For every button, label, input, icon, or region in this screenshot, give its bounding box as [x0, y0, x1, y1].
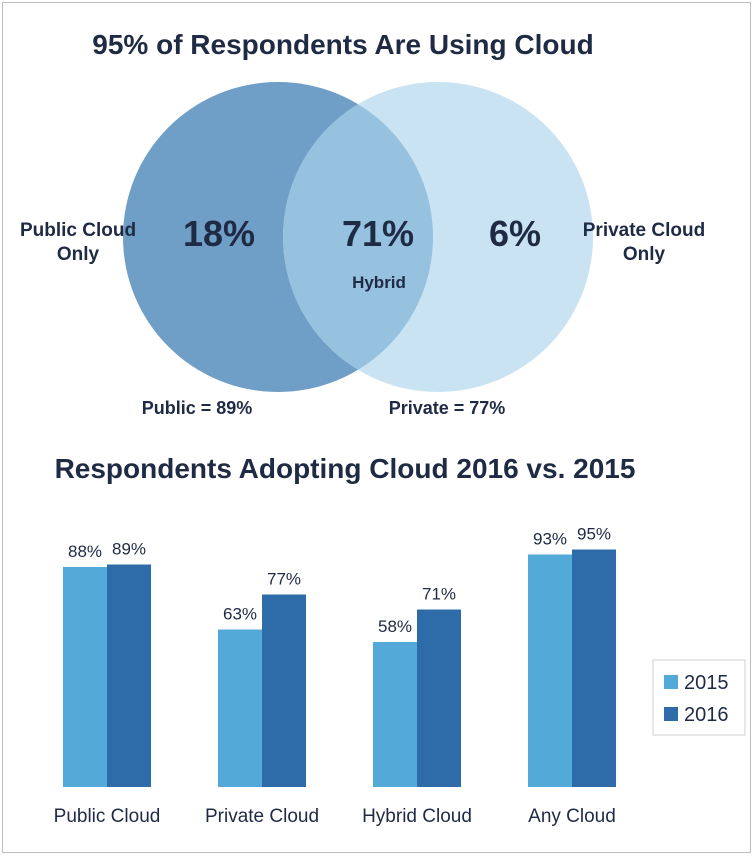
legend-box — [652, 659, 746, 736]
public-only-label-line1: Public Cloud — [20, 220, 136, 241]
legend-label-2015: 2015 — [684, 672, 729, 694]
bar-2015-public-cloud — [63, 567, 107, 787]
bar-2016-hybrid-cloud — [417, 609, 461, 787]
public-total-label: Public = 89% — [142, 398, 253, 418]
legend-label-2016: 2016 — [684, 704, 729, 726]
category-label-hybrid-cloud: Hybrid Cloud — [362, 806, 472, 827]
category-label-private-cloud: Private Cloud — [205, 806, 319, 827]
private-only-label-line2: Only — [623, 244, 666, 265]
private-total-label: Private = 77% — [389, 398, 506, 418]
hybrid-label: Hybrid — [352, 273, 406, 292]
hybrid-intersection — [283, 82, 433, 392]
legend: 2015 2016 — [652, 659, 746, 736]
data-label-2015-private-cloud: 63% — [223, 605, 257, 624]
category-label-public-cloud: Public Cloud — [54, 806, 161, 827]
data-label-2016-any-cloud: 95% — [577, 525, 611, 544]
private-only-value: 6% — [489, 213, 541, 254]
bar-group: 88% 89% Public Cloud 63% 77% Private Cloud 58%… — [54, 525, 616, 827]
category-label-any-cloud: Any Cloud — [528, 806, 616, 827]
bar-2016-any-cloud — [572, 549, 616, 787]
bar-2015-hybrid-cloud — [373, 642, 417, 787]
data-label-2015-any-cloud: 93% — [533, 530, 567, 549]
private-only-label-line1: Private Cloud — [583, 220, 705, 241]
data-label-2016-private-cloud: 77% — [267, 570, 301, 589]
legend-swatch-2015 — [664, 675, 678, 689]
venn-title: 95% of Respondents Are Using Cloud — [92, 29, 593, 60]
bar-2015-any-cloud — [528, 554, 572, 787]
bar-chart-title: Respondents Adopting Cloud 2016 vs. 2015 — [55, 453, 636, 484]
bar-2016-private-cloud — [262, 594, 306, 787]
legend-swatch-2016 — [664, 707, 678, 721]
public-only-value: 18% — [183, 213, 255, 254]
bar-2015-private-cloud — [218, 629, 262, 787]
venn-diagram: 95% of Respondents Are Using Cloud Publi… — [20, 29, 705, 418]
public-only-label-line2: Only — [57, 244, 100, 265]
data-label-2015-hybrid-cloud: 58% — [378, 617, 412, 636]
bar-2016-public-cloud — [107, 564, 151, 787]
data-label-2016-hybrid-cloud: 71% — [422, 585, 456, 604]
data-label-2016-public-cloud: 89% — [112, 540, 146, 559]
hybrid-value: 71% — [342, 213, 414, 254]
data-label-2015-public-cloud: 88% — [68, 542, 102, 561]
